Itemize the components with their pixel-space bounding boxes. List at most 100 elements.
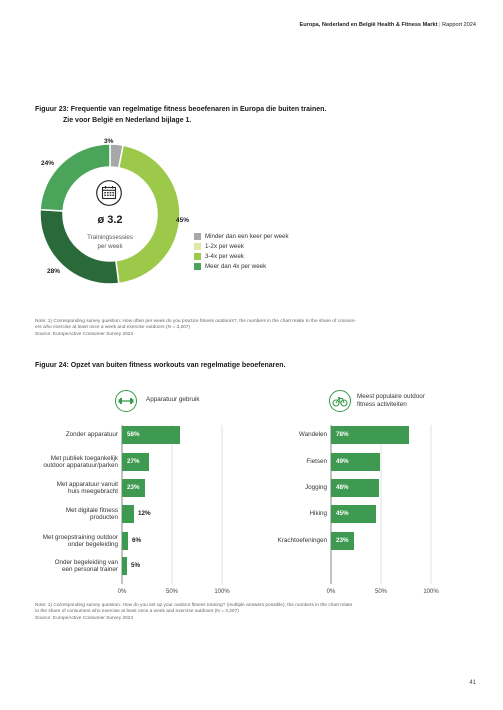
legend-item: Meer dan 4x per week (194, 261, 289, 271)
equipment-bar-value: 23% (127, 484, 140, 491)
fig24-note: Note: 1) Corresponding survey question: … (35, 603, 475, 622)
slice-label-3: 3% (104, 138, 114, 145)
legend-swatch (194, 243, 201, 251)
donut-center-value: ø 3.2 (97, 214, 123, 226)
equipment-category-label: Met groepstraining outdoor onder begeleid… (8, 534, 118, 549)
center-label-line-1: Trainingssessies (87, 234, 133, 241)
center-label-line-2: per week (97, 243, 123, 250)
equipment-bar (122, 505, 134, 523)
running-header: Europa, Nederland en België Health & Fit… (300, 22, 477, 28)
legend-swatch (194, 233, 201, 241)
activity-bar-value: 45% (336, 510, 349, 517)
legend-item: 1-2x per week (194, 242, 289, 252)
note-source: Source: EuropeActive Consumer Survey 202… (35, 331, 134, 337)
legend-label: 1-2x per week (205, 243, 244, 251)
activity-category-label: Fietsen (217, 458, 327, 466)
x-tick-label: 50% (165, 589, 178, 595)
legend-swatch (194, 262, 201, 270)
x-tick-label: 100% (214, 589, 230, 595)
activity-bar-value: 78% (336, 431, 349, 438)
category-label-line: Krachtoefeningen (277, 537, 327, 545)
category-label-line: Wandelen (298, 431, 327, 439)
activity-bar (331, 426, 409, 444)
fig24-title: Figuur 24: Opzet van buiten fitness work… (35, 362, 286, 369)
header-report: Rapport 2024 (442, 22, 476, 28)
activity-category-label: Wandelen (217, 431, 327, 439)
fig23-subtitle: Zie voor België en Nederland bijlage 1. (63, 117, 192, 124)
right-panel-title-line-1: Meest populaire outdoor (357, 393, 425, 400)
note-source: Source: EuropeActive Consumer Survey 202… (35, 615, 134, 621)
equipment-bar-value: 6% (132, 537, 142, 544)
category-label-line: Zonder apparatuur (65, 431, 118, 439)
donut-slice (109, 143, 124, 169)
x-tick-label: 100% (423, 589, 439, 595)
right-panel-title-line-2: fitness activiteiten (357, 401, 407, 408)
note-line: Note: 1) Corresponding survey question: … (35, 319, 357, 324)
note-line: ers who exercise at least once a week an… (35, 325, 191, 331)
equipment-bar-value: 12% (138, 510, 151, 517)
equipment-bar (122, 426, 180, 444)
slice-label-45: 45% (176, 217, 190, 224)
activity-bar (331, 479, 379, 497)
category-label-line: Met groepstraining outdoor (42, 533, 118, 541)
category-label-line: Met digitale fitness (65, 506, 118, 514)
dumbbell-icon (115, 390, 137, 412)
equipment-bar-value: 27% (127, 458, 140, 465)
x-tick-label: 0% (326, 589, 336, 595)
fig23-title: Figuur 23: Frequentie van regelmatige fi… (35, 106, 327, 113)
slice-label-28: 28% (47, 268, 61, 275)
bicycle-icon (329, 390, 351, 412)
equipment-bar (122, 453, 149, 471)
equipment-bar (122, 557, 127, 575)
category-label-line: onder begeleiding (67, 541, 118, 548)
category-label-line: Fietsen (306, 458, 327, 466)
equipment-category-label: Met digitale fitness producten (8, 507, 118, 522)
activity-bar-value: 48% (336, 484, 349, 491)
header-title: Europa, Nederland en België Health & Fit… (299, 22, 438, 28)
category-label-line: Hiking (309, 510, 328, 518)
equipment-bar (122, 532, 128, 550)
equipment-category-label: Zonder apparatuur (8, 431, 118, 439)
slice-label-24: 24% (41, 160, 55, 167)
equipment-bar (122, 479, 145, 497)
category-label-line: producten (89, 514, 118, 521)
equipment-category-label: Met apparatuur vanuit huis meegebracht (8, 481, 118, 496)
activity-bar (331, 532, 354, 550)
note-line: to the share of consumers who exercise a… (35, 609, 239, 615)
activity-bar-value: 23% (336, 537, 349, 544)
note-line: Note: 1) Corresponding survey question: … (35, 603, 353, 608)
category-label-line: Jogging (304, 484, 327, 492)
activity-bar-value: 49% (336, 458, 349, 465)
activity-category-label: Jogging (217, 484, 327, 492)
category-label-line: een personal trainer (61, 566, 118, 573)
x-tick-label: 0% (117, 589, 127, 595)
legend-swatch (194, 252, 201, 260)
activity-category-label: Hiking (217, 510, 328, 518)
category-label-line: huis meegebracht (67, 488, 118, 495)
legend-label: Meer dan 4x per week (205, 262, 267, 270)
activity-bar (331, 505, 376, 523)
activity-bar (331, 453, 380, 471)
left-panel-title: Apparatuur gebruik (146, 396, 200, 403)
page-number: 41 (469, 680, 476, 686)
activity-category-label: Krachtoefeningen (217, 537, 327, 545)
equipment-bar-value: 58% (127, 431, 140, 438)
x-tick-label: 50% (374, 589, 387, 595)
legend-item: Minder dan een keer per week (194, 232, 289, 242)
header-separator: | (439, 22, 441, 28)
category-label-line: outdoor apparatuur/parken (43, 462, 118, 469)
donut-center-label: Trainingssessies per week (70, 233, 150, 251)
legend-item: 3-4x per week (194, 252, 289, 262)
equipment-category-label: Met publiek toegankelijk outdoor apparatu… (8, 455, 118, 470)
category-label-line: Met apparatuur vanuit (56, 480, 118, 488)
category-label-line: Met publiek toegankelijk (50, 454, 118, 462)
legend-label: Minder dan een keer per week (205, 233, 289, 241)
donut-legend: Minder dan een keer per week 1-2x per we… (194, 232, 289, 271)
category-label-line: Onder begeleiding van (54, 558, 118, 566)
equipment-category-label: Onder begeleiding van een personal traine… (8, 559, 118, 574)
calendar-icon (96, 180, 122, 206)
equipment-bar-value: 5% (131, 562, 141, 569)
legend-label: 3-4x per week (205, 252, 244, 260)
fig23-note: Note: 1) Corresponding survey question: … (35, 319, 475, 338)
right-panel-title: Meest populaire outdoor fitness activite… (357, 393, 425, 409)
